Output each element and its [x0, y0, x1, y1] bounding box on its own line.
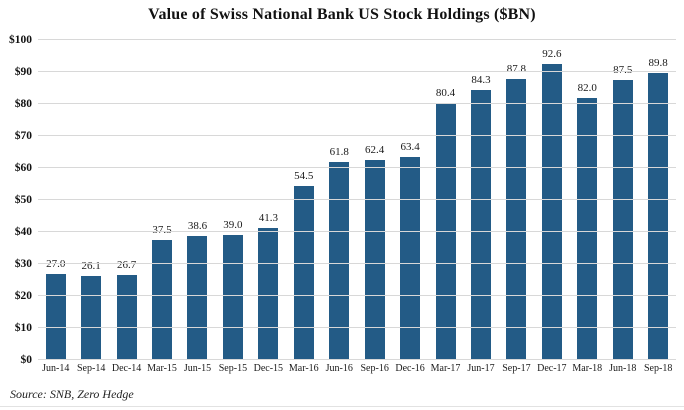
gridline [38, 39, 676, 40]
y-tick-label: $0 [20, 354, 33, 366]
bars-layer: 27.026.1 26.7 37.5 38.6 39.0 41.3 54.5 61.8 62.4… [38, 40, 676, 360]
bar-slot: 61.8 [322, 40, 357, 360]
bar [329, 162, 350, 360]
x-tick-label: Mar-15 [147, 363, 177, 374]
x-tick-label: Dec-16 [395, 363, 425, 374]
bar [81, 276, 102, 360]
bar-value-label: 26.7 [116, 258, 137, 271]
x-tick-label: Sep-18 [643, 363, 673, 374]
bar [152, 240, 173, 360]
bar-slot: 54.5 [286, 40, 321, 360]
y-tick-label: $10 [14, 322, 32, 334]
bar-value-label: 80.4 [435, 86, 456, 99]
bar-slot: 87.8 [499, 40, 534, 360]
bar-slot: 27.0 [38, 40, 73, 360]
bar-value-label: 54.5 [294, 169, 314, 182]
gridline [38, 295, 676, 296]
bar-value-label: 41.3 [258, 211, 278, 224]
bar-slot: 41.3 [251, 40, 286, 360]
bar-value-label: 39.0 [223, 219, 243, 232]
x-tick-label: Mar-17 [430, 363, 461, 374]
bar-value-label: 89.8 [648, 56, 668, 69]
bar-value-label: 92.6 [542, 47, 562, 60]
bar-value-label: 62.4 [365, 144, 385, 157]
gridline [38, 263, 676, 264]
gridline [38, 135, 676, 136]
bar [506, 79, 527, 360]
x-tick-label: Mar-18 [572, 363, 603, 374]
x-tick-label: Jun-15 [183, 363, 212, 374]
bar [648, 72, 669, 360]
y-tick-label: $20 [14, 290, 32, 302]
gridline [38, 71, 676, 72]
x-tick-label: Jun-18 [609, 363, 637, 374]
bar [364, 160, 385, 360]
bar-value-label: 87.5 [613, 64, 633, 76]
x-tick-label: Dec-14 [111, 363, 142, 374]
gridline [38, 199, 676, 200]
bar-slot: 80.4 [428, 40, 463, 360]
bar [612, 80, 633, 360]
bar [577, 97, 598, 360]
gridline [38, 231, 676, 232]
y-tick-label: $70 [14, 130, 32, 142]
x-tick-label: Jun-16 [325, 363, 353, 374]
bar-value-label: 38.6 [187, 220, 208, 233]
plot-area: 27.026.1 26.7 37.5 38.6 39.0 41.3 54.5 61.8 62.4… [38, 39, 676, 360]
y-tick-label: $30 [14, 258, 32, 270]
y-tick-label: $80 [14, 98, 32, 110]
y-tick-label: $60 [14, 162, 32, 174]
bar-value-label: 61.8 [329, 146, 349, 159]
bar-value-label: 63.4 [400, 141, 420, 154]
bar-slot: 38.6 [180, 40, 215, 360]
chart-title: Value of Swiss National Bank US Stock Ho… [148, 6, 536, 23]
bar [222, 235, 243, 360]
bar [116, 274, 137, 360]
bar-slot: 92.6 [534, 40, 569, 360]
x-tick-label: Mar-16 [288, 363, 319, 374]
gridline [38, 327, 676, 328]
y-tick-label: $90 [14, 66, 32, 78]
source-note: Source: SNB, Zero Hedge [10, 387, 134, 401]
bar-value-label: 87.8 [506, 63, 527, 76]
gridline [38, 359, 676, 360]
bar-slot: 84.3 [463, 40, 498, 360]
bar-slot: 37.5 [144, 40, 179, 360]
bar [400, 157, 421, 360]
bar [541, 63, 562, 360]
bar-slot: 62.4 [357, 40, 392, 360]
bar [258, 227, 279, 360]
bar-slot: 87.5 [605, 40, 640, 360]
gridline [38, 167, 676, 168]
bar-slot: 89.8 [640, 40, 675, 360]
bar [45, 273, 66, 360]
bar-slot: 26.1 [73, 40, 108, 360]
y-tick-label: $100 [9, 34, 32, 46]
gridline [38, 103, 676, 104]
bar-slot: 39.0 [215, 40, 250, 360]
x-tick-label: Sep-15 [218, 363, 248, 374]
y-axis: $0 $10 $20 $30 $40 $50 $60 $70 $80 $90 $100 [0, 34, 34, 366]
bottom-rule [0, 406, 684, 407]
bar-value-label: 84.3 [471, 74, 491, 87]
x-tick-label: Dec-15 [253, 363, 284, 374]
bar [470, 90, 491, 360]
x-axis: Jun-14 Sep-14 Dec-14 Mar-15 Jun-15 Sep-15 Dec-… [38, 363, 676, 379]
x-tick-label: Dec-17 [537, 363, 567, 374]
x-tick-label: Jun-14 [42, 363, 70, 374]
x-tick-label: Sep-17 [502, 363, 531, 374]
bar [187, 236, 208, 360]
bar [293, 185, 314, 360]
x-tick-label: Sep-16 [360, 363, 389, 374]
y-tick-label: $40 [14, 226, 32, 238]
x-tick-label: Jun-17 [467, 363, 495, 374]
y-tick-label: $50 [14, 194, 32, 206]
bar-slot: 63.4 [392, 40, 427, 360]
bar-value-label: 37.5 [152, 224, 172, 236]
bar-slot: 26.7 [109, 40, 144, 360]
bar-value-label: 82.0 [577, 81, 597, 94]
x-tick-label: Sep-14 [76, 363, 106, 374]
bar-slot: 82.0 [570, 40, 605, 360]
